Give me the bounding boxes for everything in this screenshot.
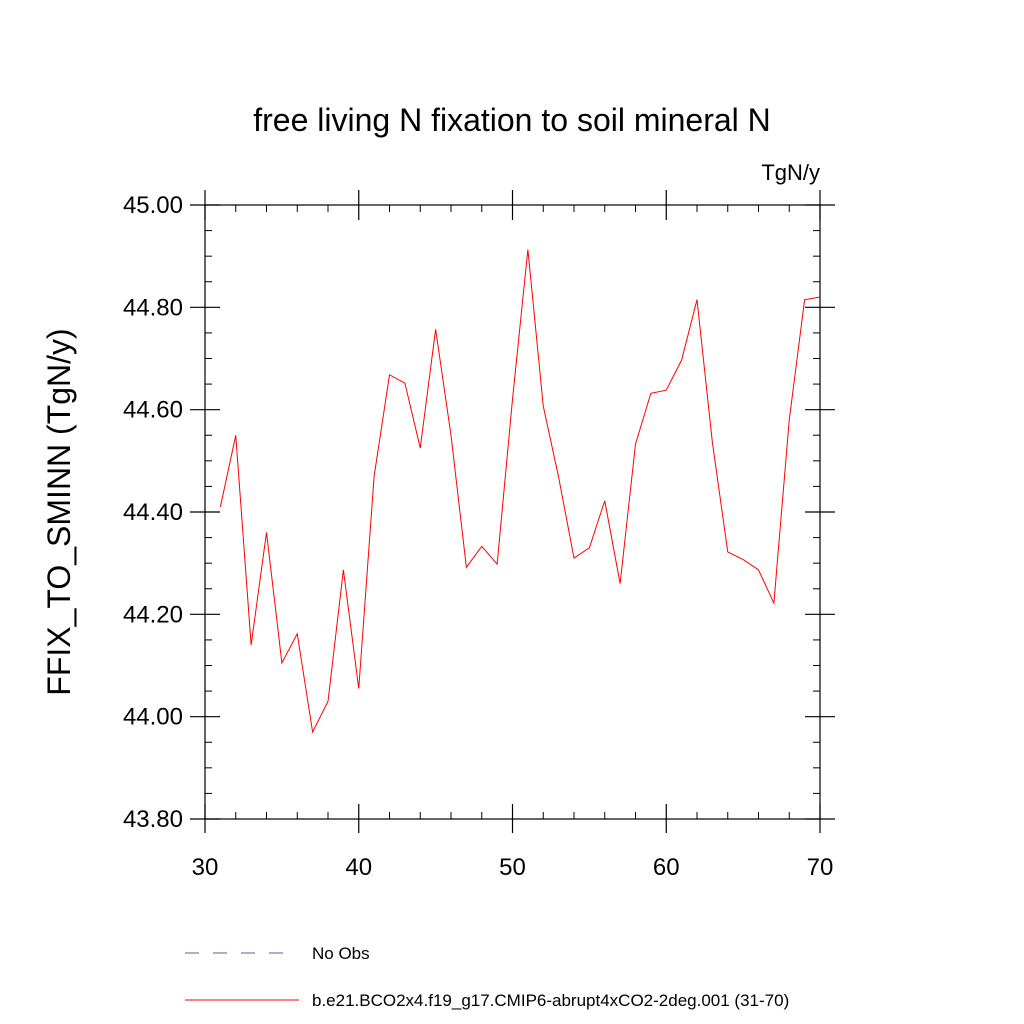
plot-frame <box>204 204 821 820</box>
y-tick-label: 44.20 <box>123 601 183 628</box>
x-tick-label: 30 <box>192 854 219 881</box>
x-tick-label: 50 <box>499 854 526 881</box>
x-tick-label: 40 <box>345 854 372 881</box>
series-line-1 <box>219 249 821 734</box>
legend-label-no-obs: No Obs <box>312 944 370 963</box>
units-label: TgN/y <box>761 160 820 185</box>
y-tick-label: 44.00 <box>123 704 183 731</box>
legend: No Obs b.e21.BCO2x4.f19_g17.CMIP6-abrupt… <box>185 944 789 1010</box>
minor-ticks <box>205 205 820 819</box>
y-tick-label: 44.80 <box>123 294 183 321</box>
x-tick-label: 70 <box>807 854 834 881</box>
series-layer <box>219 249 821 734</box>
legend-label-model-run: b.e21.BCO2x4.f19_g17.CMIP6-abrupt4xCO2-2… <box>312 991 789 1010</box>
y-tick-label: 45.00 <box>123 192 183 219</box>
y-tick-labels: 43.80 44.00 44.20 44.40 44.60 44.80 45.00 <box>123 192 183 833</box>
chart-title: free living N fixation to soil mineral N <box>253 102 771 138</box>
major-ticks <box>190 190 835 833</box>
y-tick-label: 44.60 <box>123 397 183 424</box>
y-tick-label: 44.40 <box>123 499 183 526</box>
y-axis-label: FFIX_TO_SMINN (TgN/y) <box>41 328 77 695</box>
x-tick-label: 60 <box>653 854 680 881</box>
x-tick-labels: 30 40 50 60 70 <box>192 854 834 881</box>
y-tick-label: 43.80 <box>123 806 183 833</box>
